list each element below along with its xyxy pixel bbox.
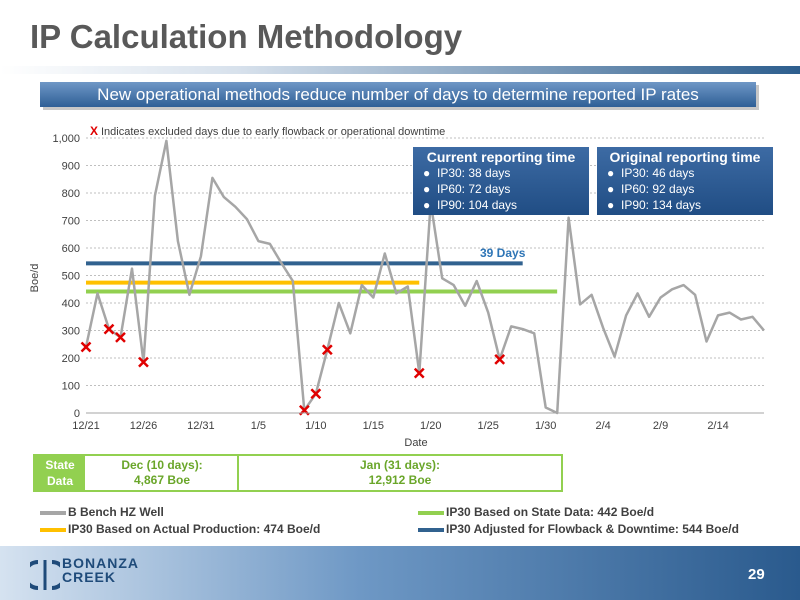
grid-lines: [86, 137, 764, 386]
state-data-jan: Jan (31 days): 12,912 Boe: [359, 458, 441, 487]
legend-swatch: [418, 527, 444, 532]
original-reporting-title: Original reporting time: [609, 149, 761, 165]
state-data-dec: Dec (10 days): 4,867 Boe: [87, 456, 239, 492]
current-item: ● IP30: 38 days: [423, 166, 511, 180]
page-title: IP Calculation Methodology: [30, 18, 463, 55]
header-accent-bar: [0, 66, 800, 74]
excluded-marker-stroke: [103, 323, 115, 335]
legend-swatch: [418, 510, 444, 515]
x-tick-label: 1/25: [477, 420, 498, 432]
logo-text: BONANZA CREEK: [62, 555, 139, 585]
legend-well: B Bench HZ Well: [40, 505, 164, 519]
excluded-marker: [138, 356, 149, 368]
excluded-marker: [494, 353, 506, 365]
x-tick-label: 1/20: [420, 420, 441, 432]
y-tick-label: 200: [62, 353, 80, 365]
x-tick-label: 2/4: [595, 420, 610, 432]
drop-icon: ●: [423, 166, 431, 180]
excluded-marker: [413, 367, 425, 379]
x-tick-label: 1/5: [251, 420, 266, 432]
excluded-marker: [310, 388, 322, 400]
y-tick-labels: 0 100 200 300 400 500 600 700 800 900 1,000: [52, 133, 80, 420]
drop-icon: ●: [423, 198, 431, 212]
series-line: [84, 139, 765, 415]
series-group: [84, 139, 765, 415]
excluded-note-text: Indicates excluded days due to early flo…: [101, 126, 445, 138]
x-tick-label: 1/15: [363, 420, 384, 432]
days-label: 39 Days: [480, 246, 526, 260]
excluded-marker: [80, 341, 92, 353]
legend-adjusted: IP30 Adjusted for Flowback & Downtime: 5…: [418, 522, 739, 536]
original-item: ● IP30: 46 days: [607, 166, 695, 180]
reference-lines: [86, 261, 558, 294]
current-reporting-title: Current reporting time: [426, 149, 576, 165]
y-tick-label: 500: [62, 271, 80, 283]
y-tick-label: 800: [62, 188, 80, 200]
y-tick-label: 300: [62, 326, 80, 338]
x-tick-label: 12/21: [72, 420, 100, 432]
drop-icon: ●: [423, 182, 431, 196]
excluded-marker-stroke: [310, 388, 322, 400]
original-reporting-box: Original reporting time ● IP30: 46 days ●…: [597, 147, 773, 215]
drop-icon: ●: [607, 166, 615, 180]
legend-actual: IP30 Based on Actual Production: 474 Boe…: [40, 522, 320, 536]
current-item: ● IP90: 104 days: [423, 198, 518, 212]
y-tick-label: 900: [62, 161, 80, 173]
legend-swatch: [40, 510, 66, 515]
drop-icon: ●: [607, 198, 615, 212]
legend-state: IP30 Based on State Data: 442 Boe/d: [418, 505, 654, 519]
x-tick-label: 1/30: [535, 420, 556, 432]
page-number: 29: [748, 566, 765, 583]
legend-swatch: [40, 527, 66, 532]
excluded-marker: [103, 323, 115, 335]
excluded-marker-stroke: [80, 341, 92, 353]
excluded-marker: [321, 344, 333, 356]
y-axis-label: Boe/d: [29, 264, 41, 293]
excluded-marker: [115, 331, 126, 343]
excluded-marker-stroke: [115, 331, 126, 343]
y-tick-label: 1,000: [52, 133, 80, 145]
excluded-marker-stroke: [494, 353, 506, 365]
x-axis-label: Date: [404, 437, 427, 449]
x-tick-label: 12/26: [130, 420, 158, 432]
original-item: ● IP60: 92 days: [607, 182, 695, 196]
y-tick-label: 0: [74, 408, 80, 420]
y-tick-label: 700: [62, 216, 80, 228]
x-tick-label: 2/14: [707, 420, 728, 432]
y-tick-label: 600: [62, 243, 80, 255]
x-tick-label: 12/31: [187, 420, 215, 432]
excluded-marker-stroke: [413, 367, 425, 379]
footer-bar: [0, 546, 800, 600]
excluded-marker-stroke: [321, 344, 333, 356]
subtitle-banner: New operational methods reduce number of…: [40, 82, 756, 107]
state-data-panel: State Data Dec (10 days): 4,867 Boe Jan (3…: [33, 454, 563, 492]
x-tick-labels: 12/21 12/26 12/31 1/5 1/10 1/15 1/20 1/25 1/30 2/…: [72, 420, 729, 432]
y-tick-label: 400: [62, 298, 80, 310]
logo-mark-icon: [30, 560, 60, 590]
drop-icon: ●: [607, 182, 615, 196]
current-item: ● IP60: 72 days: [423, 182, 511, 196]
current-reporting-box: Current reporting time ● IP30: 38 days ● I…: [413, 147, 589, 215]
excluded-note-marker: X: [90, 124, 98, 138]
x-tick-label: 2/9: [653, 420, 668, 432]
state-data-label: State Data: [35, 456, 85, 491]
excluded-marker-stroke: [138, 356, 149, 368]
y-tick-label: 100: [62, 381, 80, 393]
original-item: ● IP90: 134 days: [607, 198, 702, 212]
x-tick-label: 1/10: [305, 420, 326, 432]
